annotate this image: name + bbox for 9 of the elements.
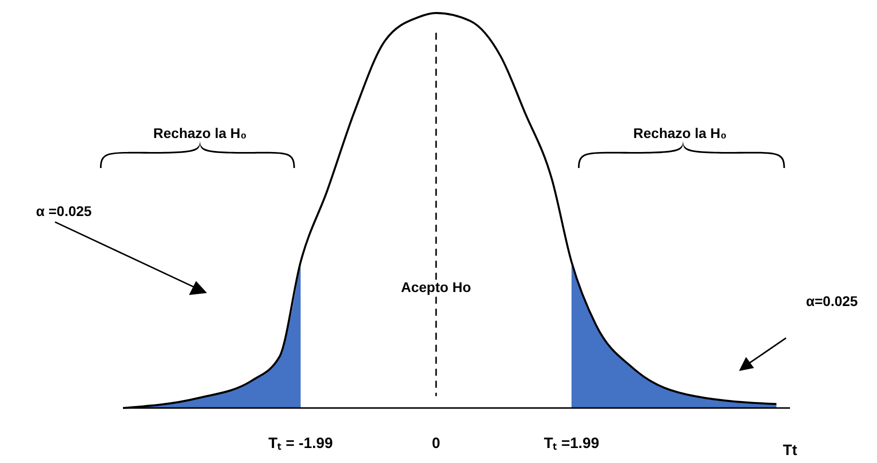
annotation: Rechazo la H₀: [153, 125, 247, 141]
x-axis-title: Tt: [782, 442, 798, 459]
annotation: Acepto Ho: [401, 279, 471, 295]
text: α=0.025: [806, 293, 858, 309]
x-tick-label: Tₜ = -1.99: [268, 435, 333, 452]
x-tick-label: 0: [432, 435, 440, 452]
annotation: Rechazo la H₀: [633, 125, 727, 141]
text: α =0.025: [36, 203, 92, 219]
x-tick-label: Tₜ =1.99: [544, 435, 600, 452]
